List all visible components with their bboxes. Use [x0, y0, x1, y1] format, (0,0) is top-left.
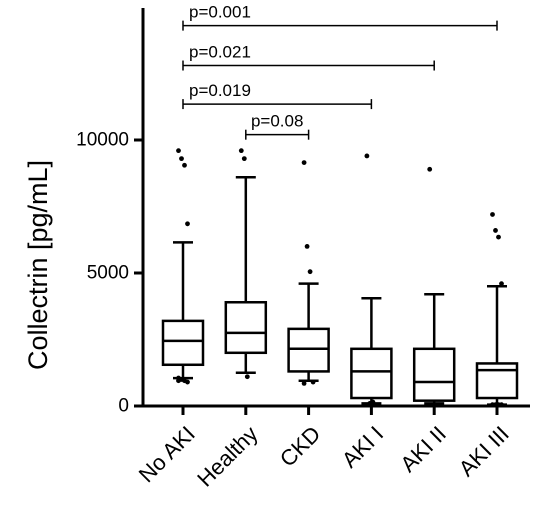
box-healthy: [224, 148, 268, 380]
outlier-point: [244, 374, 250, 380]
axes: [141, 8, 530, 408]
box-aki-i: [350, 153, 393, 406]
box-no-aki: [161, 148, 205, 385]
outlier-point: [370, 399, 376, 405]
y-axis-label: Collectrin [pg/mL]: [23, 160, 53, 370]
p-value-label: p=0.019: [189, 81, 251, 100]
x-tick-label: AKI III: [454, 421, 514, 481]
outlier-point: [307, 269, 313, 275]
outlier-point: [496, 234, 501, 240]
outlier-point: [182, 162, 187, 168]
p-value-label: p=0.08: [251, 112, 303, 131]
x-tick-label: AKI I: [337, 421, 388, 472]
x-tick-label: CKD: [275, 421, 326, 472]
outlier-point: [241, 156, 247, 162]
iqr-box: [224, 301, 268, 355]
iqr-box: [475, 362, 519, 400]
outlier-point: [304, 244, 310, 249]
outlier-point: [176, 148, 181, 154]
y-tick-label: 5000: [87, 263, 129, 284]
outlier-point: [499, 281, 504, 287]
outlier-point: [238, 148, 244, 154]
outlier-point: [179, 377, 184, 382]
y-tick-label: 10000: [76, 130, 129, 151]
iqr-box: [350, 347, 393, 400]
boxes: [161, 148, 519, 408]
p-value-label: p=0.001: [189, 3, 251, 22]
outlier-point: [185, 221, 190, 227]
significance-bracket: p=0.08: [245, 112, 310, 140]
x-tick-label: Healthy: [192, 421, 262, 491]
x-tick-label: AKI II: [395, 421, 451, 477]
y-ticks: 0 5000 10000: [76, 130, 143, 417]
box-ckd: [287, 160, 330, 386]
iqr-box: [161, 319, 205, 367]
box-aki-iii: [475, 212, 519, 408]
outlier-point: [364, 153, 370, 159]
outlier-point: [499, 402, 504, 408]
outlier-point: [185, 379, 190, 385]
iqr-box: [287, 327, 330, 373]
outlier-point: [301, 160, 307, 166]
significance-bracket: p=0.019: [182, 81, 373, 110]
box-aki-ii: [412, 166, 456, 405]
y-tick-label: 0: [118, 396, 129, 417]
significance-bracket: p=0.021: [182, 43, 435, 71]
outlier-point: [493, 228, 498, 233]
outlier-point: [310, 379, 316, 385]
outlier-point: [301, 380, 307, 386]
iqr-box: [412, 347, 456, 402]
outlier-point: [179, 156, 184, 162]
outlier-point: [490, 212, 495, 217]
significance-bracket: p=0.001: [182, 3, 498, 31]
p-value-label: p=0.021: [189, 43, 251, 62]
outlier-point: [427, 166, 433, 172]
x-tick-label: No AKI: [134, 421, 200, 487]
